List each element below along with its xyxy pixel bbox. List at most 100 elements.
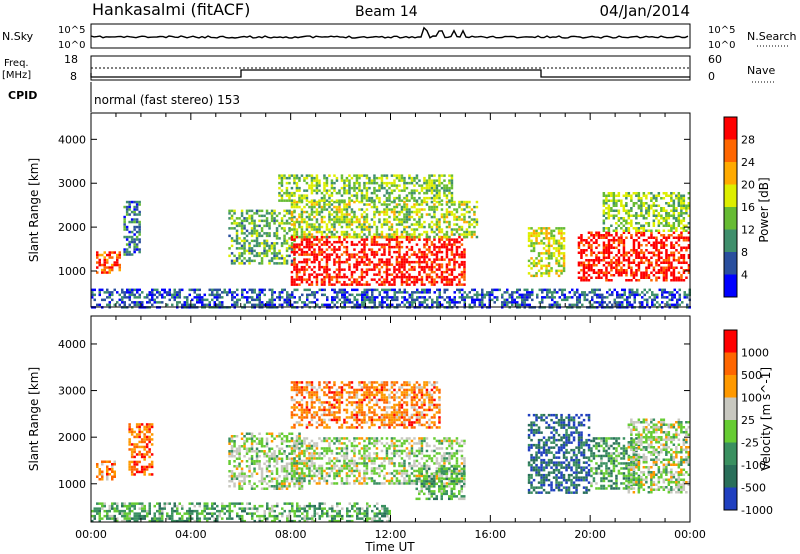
heatmap-cell bbox=[353, 298, 356, 302]
heatmap-cell bbox=[365, 258, 369, 261]
heatmap-cell bbox=[523, 303, 526, 307]
heatmap-cell bbox=[206, 298, 209, 302]
heatmap-cell bbox=[627, 259, 631, 262]
heatmap-cell bbox=[473, 225, 476, 229]
heatmap-cell bbox=[263, 293, 266, 297]
heatmap-cell bbox=[488, 296, 491, 299]
heatmap-cell bbox=[428, 205, 431, 209]
heatmap-cell bbox=[310, 191, 314, 195]
heatmap-cell bbox=[260, 234, 264, 238]
heatmap-cell bbox=[293, 485, 296, 488]
heatmap-cell bbox=[385, 184, 389, 187]
heatmap-cell bbox=[323, 265, 326, 269]
heatmap-cell bbox=[108, 271, 111, 274]
heatmap-cell bbox=[511, 291, 514, 294]
heatmap-cell bbox=[333, 298, 336, 302]
heatmap-cell bbox=[313, 238, 316, 241]
heatmap-cell bbox=[590, 251, 593, 254]
heatmap-cell bbox=[383, 291, 386, 294]
heatmap-cell bbox=[625, 229, 628, 232]
heatmap-cell bbox=[647, 259, 651, 262]
heatmap-cell bbox=[672, 269, 676, 272]
heatmap-cell bbox=[130, 433, 134, 436]
heatmap-cell bbox=[627, 231, 631, 234]
heatmap-cell bbox=[333, 296, 336, 299]
heatmap-cell bbox=[345, 210, 349, 214]
heatmap-cell bbox=[561, 293, 564, 297]
heatmap-cell bbox=[641, 303, 644, 307]
heatmap-cell bbox=[145, 423, 149, 426]
heatmap-cell bbox=[243, 477, 246, 480]
heatmap-cell bbox=[602, 249, 606, 252]
heatmap-cell bbox=[438, 174, 441, 177]
heatmap-cell bbox=[148, 425, 151, 429]
heatmap-cell bbox=[458, 245, 461, 249]
heatmap-cell bbox=[348, 268, 351, 271]
heatmap-cell bbox=[607, 209, 611, 212]
heatmap-cell bbox=[400, 265, 404, 269]
heatmap-cell bbox=[263, 303, 266, 307]
heatmap-cell bbox=[285, 242, 289, 245]
heatmap-cell bbox=[290, 283, 294, 286]
heatmap-cell bbox=[405, 199, 409, 202]
heatmap-cell bbox=[365, 208, 369, 211]
heatmap-cell bbox=[135, 423, 139, 426]
heatmap-cell bbox=[326, 303, 329, 307]
heatmap-cell bbox=[258, 209, 261, 213]
heatmap-cell bbox=[168, 298, 171, 302]
heatmap-cell bbox=[532, 234, 536, 238]
heatmap-cell bbox=[460, 273, 464, 276]
heatmap-cell bbox=[290, 234, 294, 238]
heatmap-cell bbox=[508, 296, 511, 299]
heatmap-cell bbox=[263, 242, 266, 245]
heatmap-cell bbox=[255, 234, 259, 238]
heatmap-cell bbox=[620, 274, 623, 277]
heatmap-cell bbox=[313, 223, 316, 226]
heatmap-cell bbox=[592, 236, 596, 239]
heatmap-cell bbox=[453, 223, 456, 226]
heatmap-cell bbox=[535, 257, 538, 260]
heatmap-cell bbox=[108, 301, 111, 304]
heatmap-cell bbox=[303, 179, 306, 182]
heatmap-cell bbox=[293, 199, 296, 202]
heatmap-cell bbox=[481, 303, 484, 307]
heatmap-cell bbox=[418, 270, 421, 274]
heatmap-cell bbox=[622, 251, 626, 254]
heatmap-cell bbox=[448, 238, 451, 241]
heatmap-cell bbox=[426, 298, 429, 302]
heatmap-cell bbox=[395, 238, 399, 241]
heatmap-cell bbox=[647, 236, 651, 239]
heatmap-cell bbox=[243, 447, 246, 450]
heatmap-cell bbox=[295, 435, 299, 438]
heatmap-cell bbox=[665, 266, 668, 269]
heatmap-cell bbox=[405, 230, 409, 234]
heatmap-cell bbox=[295, 181, 299, 185]
heatmap-cell bbox=[430, 260, 434, 264]
heatmap-cell bbox=[311, 293, 314, 297]
heatmap-cell bbox=[440, 275, 444, 279]
heatmap-cell bbox=[315, 235, 319, 239]
heatmap-cell bbox=[540, 274, 543, 278]
heatmap-cell bbox=[325, 265, 329, 269]
heatmap-cell bbox=[458, 240, 461, 244]
heatmap-cell bbox=[345, 176, 349, 180]
heatmap-cell bbox=[450, 273, 454, 276]
heatmap-cell bbox=[235, 237, 239, 240]
heatmap-cell bbox=[333, 291, 336, 294]
heatmap-cell bbox=[655, 244, 658, 247]
heatmap-cell bbox=[275, 232, 279, 235]
heatmap-cell bbox=[453, 265, 456, 269]
heatmap-cell bbox=[441, 296, 444, 299]
heatmap-cell bbox=[153, 298, 156, 302]
heatmap-cell bbox=[425, 263, 429, 266]
heatmap-cell bbox=[460, 218, 464, 221]
heatmap-cell bbox=[682, 194, 686, 197]
heatmap-cell bbox=[300, 220, 304, 224]
heatmap-cell bbox=[128, 240, 131, 244]
heatmap-cell bbox=[133, 243, 136, 246]
heatmap-cell bbox=[268, 234, 271, 238]
heatmap-cell bbox=[602, 209, 606, 212]
heatmap-cell bbox=[426, 291, 429, 294]
heatmap-cell bbox=[303, 437, 306, 440]
heatmap-cell bbox=[365, 270, 369, 274]
